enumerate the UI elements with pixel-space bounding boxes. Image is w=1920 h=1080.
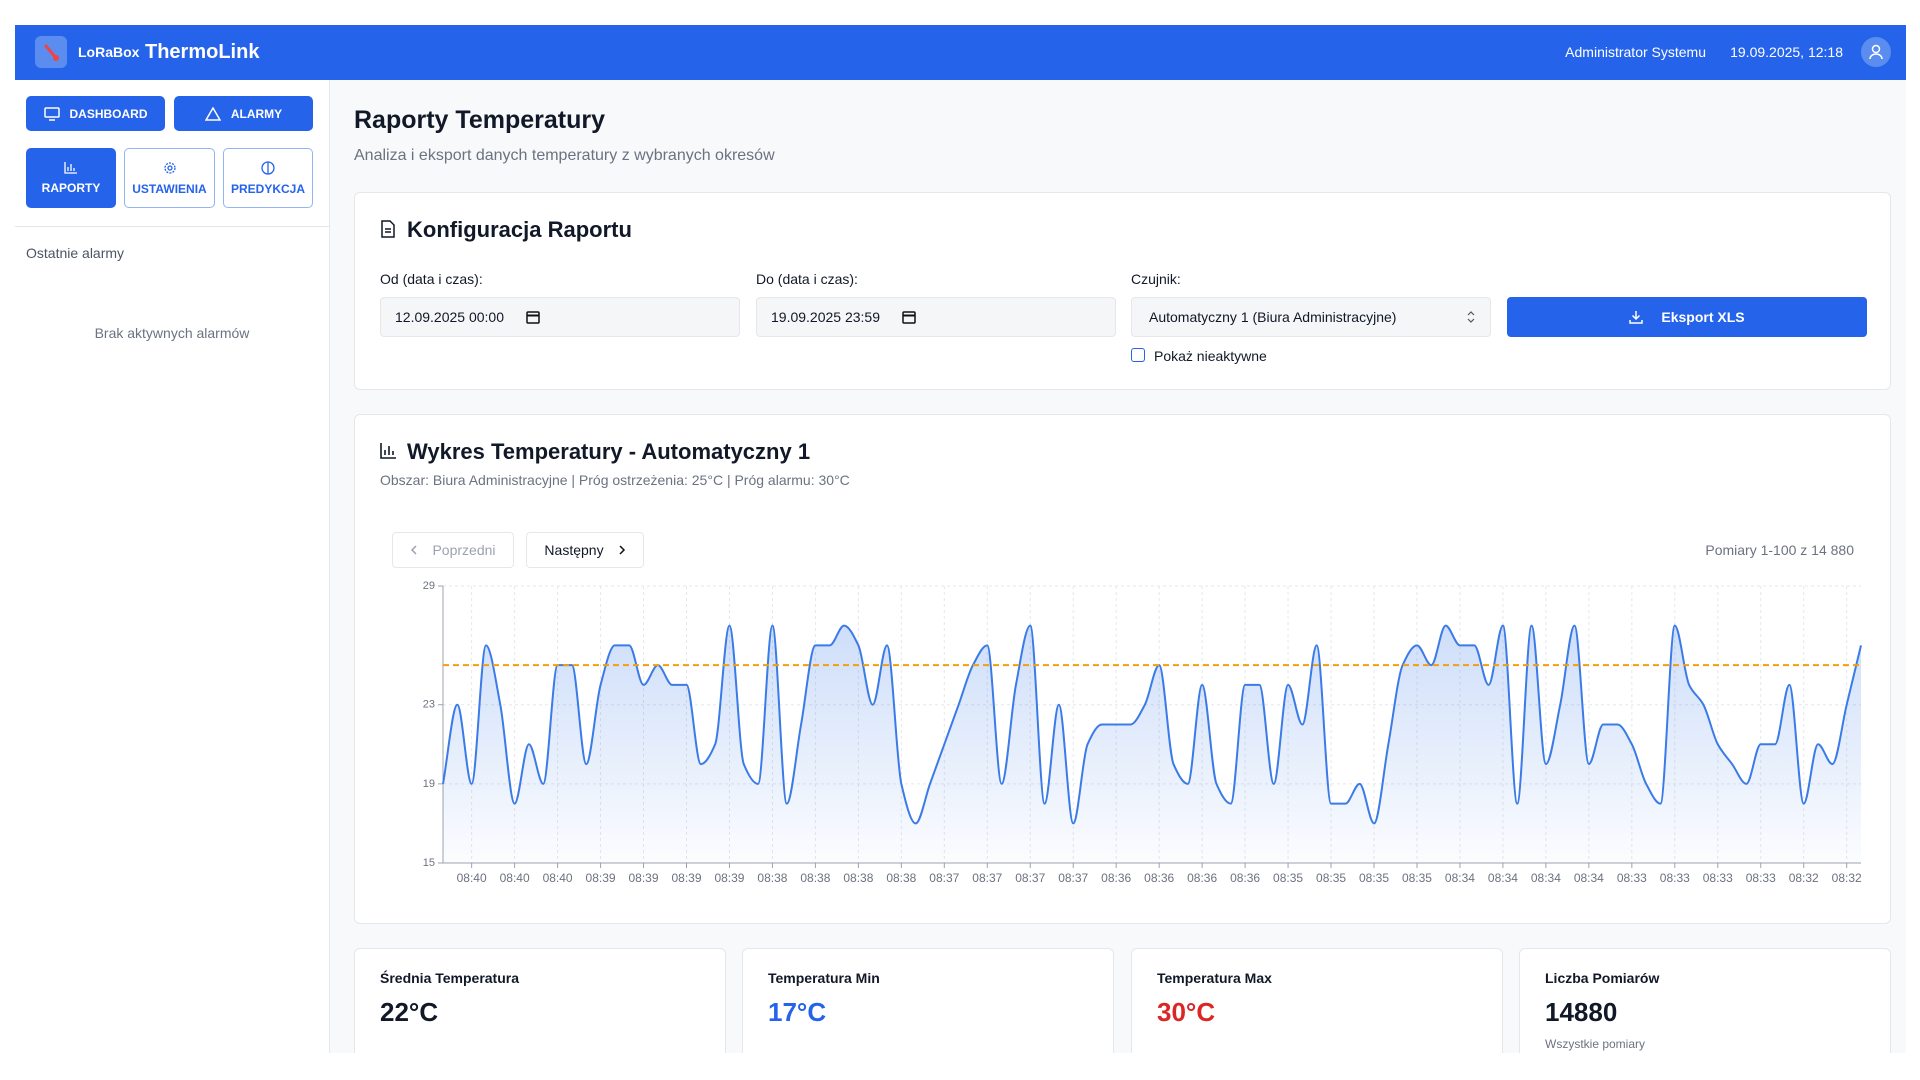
x-tick-label: 08:37 xyxy=(929,871,959,885)
x-tick-label: 08:34 xyxy=(1488,871,1518,885)
x-tick-label: 08:37 xyxy=(972,871,1002,885)
x-tick-label: 08:35 xyxy=(1273,871,1303,885)
area xyxy=(443,626,1861,863)
app: LoRaBox ThermoLink Administrator Systemu… xyxy=(15,25,1906,1053)
stat-card: Temperatura Min 17°C xyxy=(742,948,1114,1053)
x-tick-label: 08:37 xyxy=(1015,871,1045,885)
y-tick-label: 19 xyxy=(423,778,435,790)
stat-label: Liczba Pomiarów xyxy=(1545,970,1659,986)
x-tick-label: 08:40 xyxy=(500,871,530,885)
x-tick-label: 08:38 xyxy=(757,871,787,885)
stat-value: 22°C xyxy=(380,997,438,1028)
y-tick-label: 15 xyxy=(423,857,435,869)
stat-label: Średnia Temperatura xyxy=(380,970,519,986)
x-tick-label: 08:35 xyxy=(1316,871,1346,885)
x-tick-label: 08:36 xyxy=(1230,871,1260,885)
x-tick-label: 08:39 xyxy=(671,871,701,885)
stat-card: Temperatura Max 30°C xyxy=(1131,948,1503,1053)
x-tick-label: 08:33 xyxy=(1746,871,1776,885)
x-tick-label: 08:39 xyxy=(714,871,744,885)
stat-card: Średnia Temperatura 22°C xyxy=(354,948,726,1053)
x-tick-label: 08:38 xyxy=(843,871,873,885)
x-tick-label: 08:36 xyxy=(1187,871,1217,885)
x-tick-label: 08:39 xyxy=(586,871,616,885)
x-tick-label: 08:35 xyxy=(1359,871,1389,885)
x-tick-label: 08:36 xyxy=(1144,871,1174,885)
stat-label: Temperatura Max xyxy=(1157,970,1272,986)
x-tick-label: 08:37 xyxy=(1058,871,1088,885)
x-tick-label: 08:34 xyxy=(1531,871,1561,885)
y-tick-label: 23 xyxy=(423,699,435,711)
y-tick-label: 29 xyxy=(423,580,435,592)
x-tick-label: 08:32 xyxy=(1789,871,1819,885)
stat-value: 30°C xyxy=(1157,997,1215,1028)
stat-label: Temperatura Min xyxy=(768,970,880,986)
x-tick-label: 08:33 xyxy=(1660,871,1690,885)
x-tick-label: 08:38 xyxy=(800,871,830,885)
x-tick-label: 08:33 xyxy=(1617,871,1647,885)
stat-value: 14880 xyxy=(1545,997,1617,1028)
x-tick-label: 08:35 xyxy=(1402,871,1432,885)
x-tick-label: 08:32 xyxy=(1832,871,1862,885)
stat-card: Liczba Pomiarów 14880 Wszystkie pomiary xyxy=(1519,948,1891,1053)
x-tick-label: 08:33 xyxy=(1703,871,1733,885)
x-tick-label: 08:34 xyxy=(1574,871,1604,885)
stat-value: 17°C xyxy=(768,997,826,1028)
x-tick-label: 08:39 xyxy=(629,871,659,885)
x-tick-label: 08:38 xyxy=(886,871,916,885)
x-tick-label: 08:40 xyxy=(543,871,573,885)
x-tick-label: 08:36 xyxy=(1101,871,1131,885)
stat-note: Wszystkie pomiary xyxy=(1545,1037,1645,1051)
chart: 15 19 23 29 08:40 08:40 08:40 08:39 08:39 08:39 08… xyxy=(15,25,1906,1053)
x-tick-label: 08:40 xyxy=(457,871,487,885)
x-tick-label: 08:34 xyxy=(1445,871,1475,885)
